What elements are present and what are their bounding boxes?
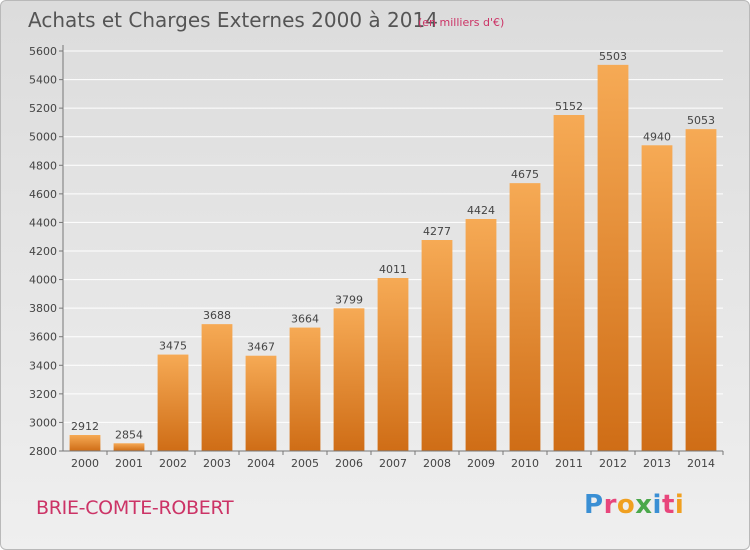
- bar: [553, 115, 585, 451]
- bar-value-label: 2912: [71, 420, 99, 433]
- bar-value-label: 3475: [159, 340, 187, 353]
- x-tick-label: 2005: [291, 457, 319, 470]
- y-tick-label: 5400: [29, 74, 57, 87]
- x-tick-label: 2003: [203, 457, 231, 470]
- bar-value-label: 3467: [247, 341, 275, 354]
- x-tick-label: 2014: [687, 457, 715, 470]
- logo-letter: t: [661, 490, 675, 520]
- bar: [465, 219, 497, 451]
- y-tick-label: 3600: [29, 331, 57, 344]
- x-tick-label: 2007: [379, 457, 407, 470]
- x-tick-label: 2008: [423, 457, 451, 470]
- y-tick-label: 4000: [29, 274, 57, 287]
- x-tick-label: 2012: [599, 457, 627, 470]
- y-tick-label: 5200: [29, 102, 57, 115]
- bar: [685, 129, 717, 451]
- x-tick-label: 2004: [247, 457, 275, 470]
- axes: 2800 3000 3200 3400 3600 3800 4000 4200 4400 4600…: [29, 45, 724, 470]
- y-tick-label: 5600: [29, 45, 57, 58]
- chart-subtitle: (en milliers d'€): [418, 16, 505, 29]
- logo-letter: x: [635, 490, 653, 520]
- bar: [333, 308, 365, 451]
- y-tick-label: 3200: [29, 388, 57, 401]
- bar-value-label: 5503: [599, 50, 627, 63]
- x-tick-label: 2006: [335, 457, 363, 470]
- y-tick-label: 4800: [29, 159, 57, 172]
- bar: [597, 64, 629, 451]
- bar: [509, 183, 541, 451]
- x-tick-label: 2002: [159, 457, 187, 470]
- bar: [377, 278, 409, 451]
- x-tick-label: 2011: [555, 457, 583, 470]
- bar: [157, 354, 189, 451]
- y-tick-label: 3000: [29, 416, 57, 429]
- y-tick-label: 3400: [29, 359, 57, 372]
- x-tick-label: 2010: [511, 457, 539, 470]
- bar: [69, 435, 101, 451]
- y-tick-label: 4600: [29, 188, 57, 201]
- logo-letter: o: [616, 490, 636, 520]
- bar-value-label: 4011: [379, 263, 407, 276]
- bar: [113, 443, 145, 451]
- x-tick-label: 2013: [643, 457, 671, 470]
- y-tick-label: 4200: [29, 245, 57, 258]
- bar-value-label: 3664: [291, 313, 319, 326]
- logo-letter: P: [584, 490, 604, 520]
- y-tick-label: 5000: [29, 131, 57, 144]
- bar-value-label: 3799: [335, 293, 363, 306]
- y-tick-label: 4400: [29, 216, 57, 229]
- proxiti-logo: Proxiti: [584, 490, 684, 520]
- bar-value-label: 4277: [423, 225, 451, 238]
- bar-value-label: 2854: [115, 428, 143, 441]
- bars: 2912 2854 3475 3688 3467 3664 3799 4011 4277 4424…: [69, 50, 717, 452]
- bar-value-label: 4424: [467, 204, 495, 217]
- chart-title: Achats et Charges Externes 2000 à 2014: [28, 8, 438, 32]
- bar: [421, 240, 453, 451]
- bar-value-label: 4675: [511, 168, 539, 181]
- bar: [641, 145, 673, 452]
- bar: [201, 324, 233, 451]
- x-tick-label: 2001: [115, 457, 143, 470]
- town-name: BRIE-COMTE-ROBERT: [36, 497, 234, 519]
- x-tick-label: 2000: [71, 457, 99, 470]
- bar-value-label: 4940: [643, 130, 671, 143]
- y-tick-label: 3800: [29, 302, 57, 315]
- bar: [245, 355, 277, 451]
- bar: [289, 327, 321, 451]
- bar-value-label: 5152: [555, 100, 583, 113]
- bar-value-label: 5053: [687, 114, 715, 127]
- logo-letter: i: [674, 490, 685, 520]
- logo-letter: i: [652, 490, 662, 520]
- y-tick-label: 2800: [29, 445, 57, 458]
- logo-letter: r: [603, 490, 617, 520]
- bar-value-label: 3688: [203, 309, 231, 322]
- x-tick-label: 2009: [467, 457, 495, 470]
